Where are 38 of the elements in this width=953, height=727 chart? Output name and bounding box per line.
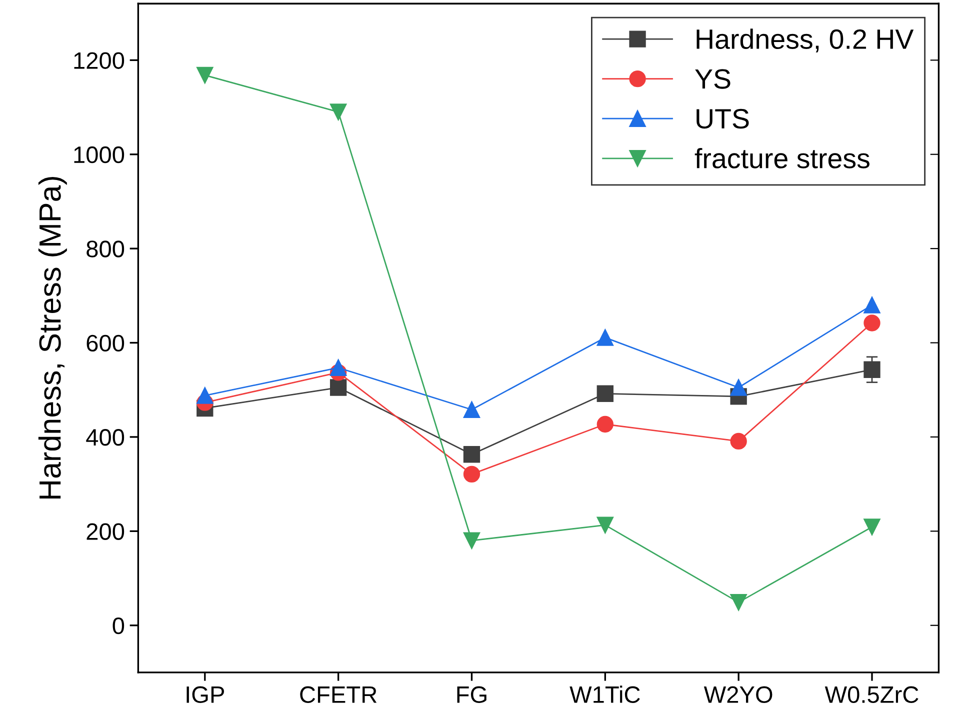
point [730, 379, 747, 396]
point [730, 594, 747, 611]
point [196, 387, 214, 404]
point [864, 314, 880, 332]
y-tick-label: 0 [112, 617, 124, 634]
point [864, 296, 880, 314]
point [864, 518, 880, 536]
legend-label: Hardness, 0.2 HV [696, 28, 914, 52]
point [596, 385, 614, 402]
point [463, 401, 480, 418]
x-tick-label: FG [457, 686, 486, 704]
x-tick-label: W0.5ZrC [824, 686, 918, 704]
point [330, 104, 347, 120]
y-tick-label: 1000 [74, 146, 124, 164]
point [463, 466, 480, 483]
y-axis-title: Hardness, Stress (MPa) [38, 176, 67, 499]
x-tick-label: CFETR [300, 686, 377, 704]
point [730, 432, 747, 450]
point [330, 379, 347, 396]
legend-label: UTS [696, 108, 749, 129]
y-tick-label: 800 [86, 240, 124, 258]
point [596, 516, 614, 534]
y-tick-label: 200 [86, 523, 124, 540]
point [463, 446, 480, 463]
legend-label: YS [695, 69, 730, 89]
point [864, 361, 880, 378]
y-tick-label: 600 [86, 334, 124, 352]
point [596, 416, 614, 433]
point [596, 329, 614, 346]
point [463, 532, 480, 549]
x-tick-label: IGP [186, 686, 224, 704]
point [330, 359, 347, 376]
x-tick-label: W1TiC [570, 686, 640, 704]
point [196, 66, 214, 84]
y-tick-label: 400 [86, 429, 124, 446]
y-tick-label: 1200 [74, 52, 124, 69]
legend-label: fracture stress [694, 148, 870, 168]
x-tick-label: W2YO [704, 686, 772, 704]
